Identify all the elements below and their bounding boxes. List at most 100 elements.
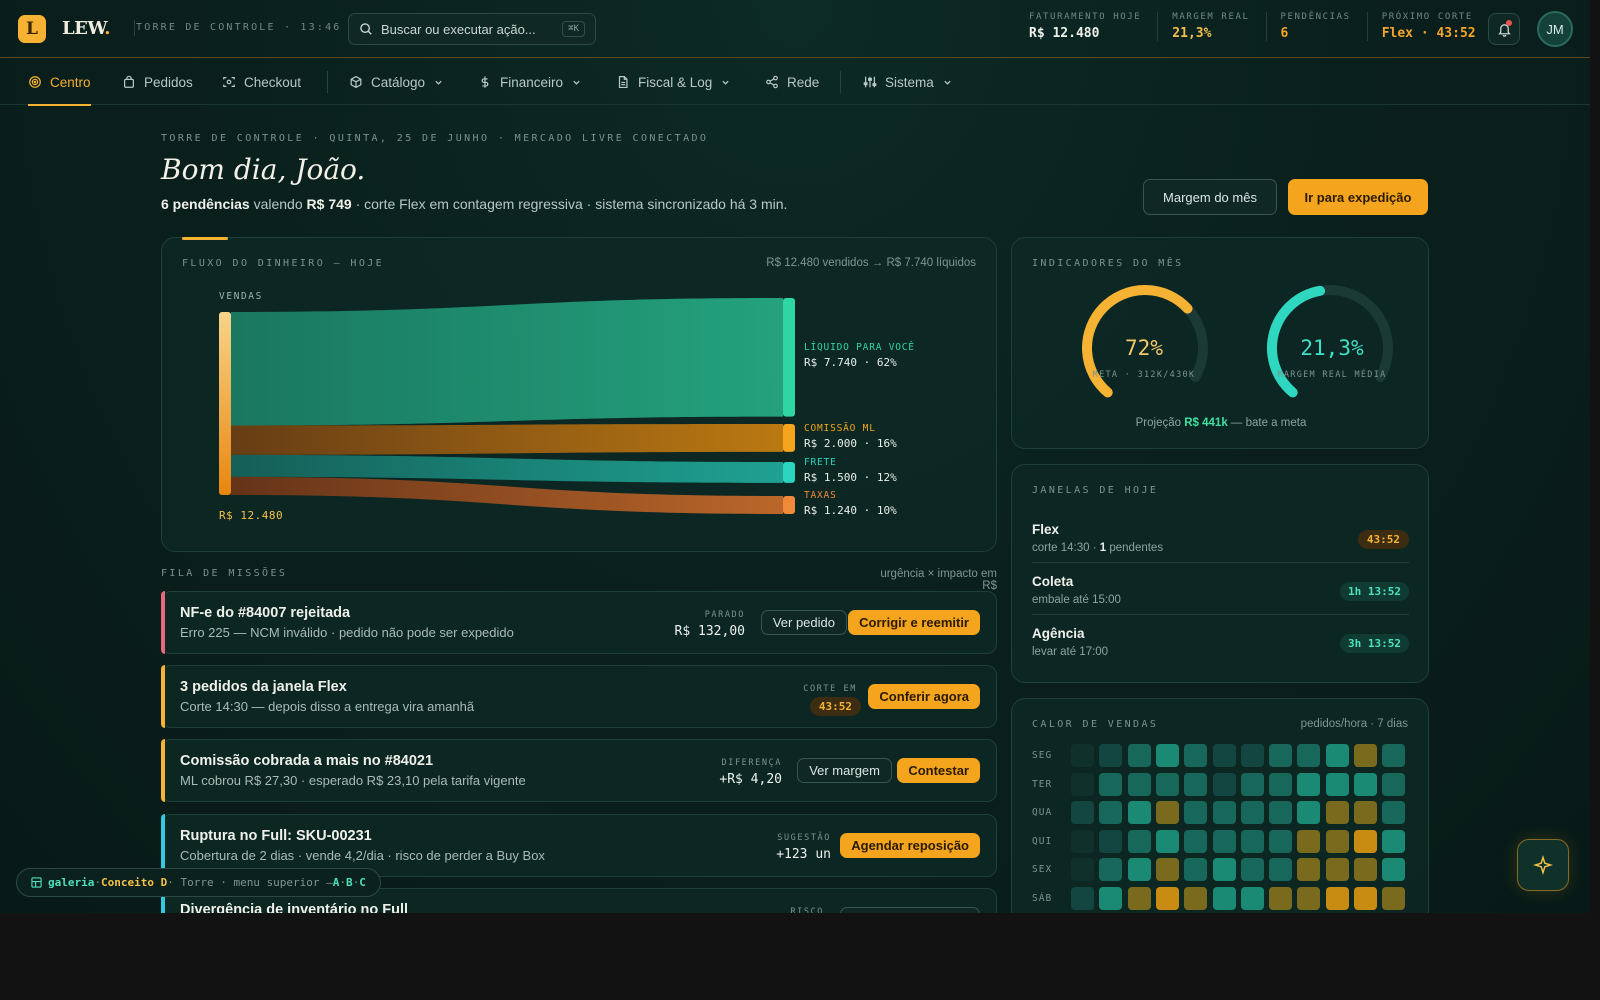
heat-cell[interactable]: [1325, 858, 1349, 882]
margin-button[interactable]: Margem do mês: [1143, 179, 1277, 215]
tab-sistema[interactable]: Sistema: [863, 59, 952, 105]
window-row[interactable]: Flex corte 14:30 · 1 pendentes 43:52: [1032, 522, 1409, 574]
heat-cell[interactable]: [1212, 858, 1236, 882]
heat-cell[interactable]: [1354, 829, 1377, 853]
heat-cell[interactable]: [1127, 772, 1151, 796]
heat-cell[interactable]: [1269, 744, 1293, 767]
heat-cell[interactable]: [1354, 801, 1377, 825]
heat-cell[interactable]: [1382, 858, 1406, 882]
heat-cell[interactable]: [1269, 829, 1293, 853]
heat-cell[interactable]: [1382, 801, 1406, 825]
assistant-button[interactable]: [1517, 839, 1569, 891]
heat-cell[interactable]: [1212, 772, 1236, 796]
heat-cell[interactable]: [1382, 829, 1406, 853]
notifications-button[interactable]: [1488, 13, 1520, 45]
heat-cell[interactable]: [1297, 829, 1321, 853]
heat-cell[interactable]: [1212, 801, 1236, 825]
heat-cell[interactable]: [1269, 887, 1293, 910]
heat-cell[interactable]: [1099, 829, 1123, 853]
mission-primary-button[interactable]: Conferir agora: [868, 684, 980, 709]
heat-cell[interactable]: [1071, 829, 1094, 853]
heat-cell[interactable]: [1240, 887, 1264, 910]
heat-cell[interactable]: [1099, 772, 1123, 796]
heat-cell[interactable]: [1071, 744, 1094, 767]
mission-card[interactable]: Comissão cobrada a mais no #84021 ML cobr…: [161, 739, 997, 802]
tab-pedidos[interactable]: Pedidos: [122, 59, 193, 105]
heat-cell[interactable]: [1269, 858, 1293, 882]
mission-card[interactable]: Divergência de inventário no Full RISCO: [161, 888, 997, 913]
gallery-option-a[interactable]: A: [332, 876, 340, 889]
heat-cell[interactable]: [1325, 829, 1349, 853]
heat-cell[interactable]: [1099, 801, 1123, 825]
mission-primary-button[interactable]: Corrigir e reemitir: [848, 610, 980, 635]
heat-cell[interactable]: [1212, 887, 1236, 910]
heat-cell[interactable]: [1354, 744, 1377, 767]
heat-cell[interactable]: [1184, 801, 1208, 825]
heat-cell[interactable]: [1127, 801, 1151, 825]
tab-centro[interactable]: Centro: [28, 59, 91, 106]
heat-cell[interactable]: [1354, 772, 1377, 796]
heat-cell[interactable]: [1071, 772, 1094, 796]
mission-primary-button[interactable]: Agendar reposição: [840, 833, 980, 858]
heat-cell[interactable]: [1382, 744, 1406, 767]
heat-cell[interactable]: [1071, 801, 1094, 825]
heat-cell[interactable]: [1184, 744, 1208, 767]
logo[interactable]: L: [18, 15, 46, 43]
gallery-option-b[interactable]: B: [346, 876, 353, 889]
heat-cell[interactable]: [1127, 829, 1151, 853]
heat-cell[interactable]: [1297, 887, 1321, 910]
search-box[interactable]: ⌘K: [348, 13, 596, 45]
heat-cell[interactable]: [1240, 772, 1264, 796]
heat-cell[interactable]: [1212, 829, 1236, 853]
heat-cell[interactable]: [1155, 887, 1179, 910]
mission-secondary-button[interactable]: [840, 907, 980, 913]
heat-cell[interactable]: [1212, 744, 1236, 767]
heat-cell[interactable]: [1127, 887, 1151, 910]
heat-cell[interactable]: [1155, 858, 1179, 882]
heat-cell[interactable]: [1240, 858, 1264, 882]
mission-card[interactable]: Ruptura no Full: SKU-00231 Cobertura de 2…: [161, 814, 997, 877]
heat-cell[interactable]: [1240, 829, 1264, 853]
tab-rede[interactable]: Rede: [765, 59, 819, 105]
shipping-button[interactable]: Ir para expedição: [1288, 179, 1428, 215]
mission-card[interactable]: 3 pedidos da janela Flex Corte 14:30 — de…: [161, 665, 997, 728]
window-row[interactable]: Agência levar até 17:00 3h 13:52: [1032, 626, 1409, 678]
heat-cell[interactable]: [1325, 744, 1349, 767]
heat-cell[interactable]: [1155, 829, 1179, 853]
heat-cell[interactable]: [1297, 744, 1321, 767]
heat-cell[interactable]: [1240, 801, 1264, 825]
heat-cell[interactable]: [1325, 887, 1349, 910]
heat-cell[interactable]: [1325, 801, 1349, 825]
heat-cell[interactable]: [1184, 829, 1208, 853]
tab-catalogo[interactable]: Catálogo: [349, 59, 443, 105]
heat-cell[interactable]: [1184, 858, 1208, 882]
heat-cell[interactable]: [1127, 858, 1151, 882]
heat-cell[interactable]: [1155, 801, 1179, 825]
heat-cell[interactable]: [1240, 744, 1264, 767]
heat-cell[interactable]: [1184, 772, 1208, 796]
mission-primary-button[interactable]: Contestar: [897, 758, 980, 783]
mission-secondary-button[interactable]: Ver margem: [797, 758, 892, 783]
mission-secondary-button[interactable]: Ver pedido: [760, 610, 847, 635]
heat-cell[interactable]: [1099, 858, 1123, 882]
heat-cell[interactable]: [1099, 887, 1123, 910]
mission-card[interactable]: NF-e do #84007 rejeitada Erro 225 — NCM i…: [161, 591, 997, 654]
tab-fiscal-log[interactable]: Fiscal & Log: [616, 59, 730, 105]
heat-cell[interactable]: [1269, 801, 1293, 825]
search-input[interactable]: [381, 21, 551, 37]
tab-checkout[interactable]: Checkout: [222, 59, 301, 105]
heat-cell[interactable]: [1297, 858, 1321, 882]
heat-cell[interactable]: [1071, 858, 1094, 882]
heat-cell[interactable]: [1297, 801, 1321, 825]
gallery-chip[interactable]: galeria · Conceito D · Torre · menu supe…: [16, 868, 381, 897]
gallery-option-c[interactable]: C: [359, 876, 366, 889]
heat-cell[interactable]: [1127, 744, 1151, 767]
heat-cell[interactable]: [1297, 772, 1321, 796]
heat-cell[interactable]: [1071, 887, 1094, 910]
heat-cell[interactable]: [1354, 887, 1377, 910]
heat-cell[interactable]: [1155, 772, 1179, 796]
heat-cell[interactable]: [1325, 772, 1349, 796]
heat-cell[interactable]: [1184, 887, 1208, 910]
heat-cell[interactable]: [1155, 744, 1179, 767]
heat-cell[interactable]: [1269, 772, 1293, 796]
